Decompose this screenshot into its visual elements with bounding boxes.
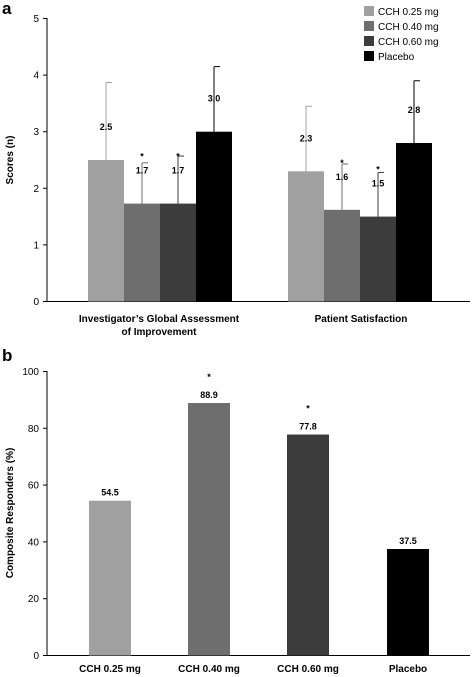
panel-a-bars: 2.5 1.7 * 1.7 * 3.0 2.3 1.6 * 1.5 * 2.8	[88, 66, 432, 302]
panel-b-bar	[89, 500, 131, 656]
panel-a-significance-marker: *	[376, 165, 380, 175]
panel-b-category-label: Placebo	[389, 664, 427, 675]
panel-a-y-tick-label: 4	[33, 71, 39, 82]
panel-b-data-label: 54.5	[101, 488, 119, 498]
legend-label: CCH 0.25 mg	[378, 7, 439, 18]
panel-a-y-tick-label: 5	[33, 14, 39, 25]
panel-b-bars: 54.5 CCH 0.25 mg 88.9 * CCH 0.40 mg 77.8 * CCH …	[79, 372, 429, 675]
legend-swatch	[364, 51, 374, 61]
panel-a-significance-marker: *	[140, 152, 144, 162]
panel-a-category-1-line-2: of Improvement	[121, 327, 197, 338]
panel-a-bar	[88, 160, 124, 302]
panel-b-y-tick-label: 20	[28, 594, 40, 605]
panel-b: b Composite Responders (%) 020406080100 …	[2, 346, 470, 675]
panel-a-significance-marker: *	[340, 158, 344, 168]
legend-swatch	[364, 21, 374, 31]
panel-b-significance-marker: *	[207, 372, 211, 382]
panel-b-data-label: 88.9	[200, 390, 218, 400]
panel-b-data-label: 37.5	[399, 536, 417, 546]
panel-a-data-label: 2.3	[300, 133, 313, 143]
panel-a-data-label: 2.5	[100, 122, 113, 132]
panel-a-category-2: Patient Satisfaction	[315, 314, 408, 325]
panel-b-bar	[287, 434, 329, 656]
panel-a-category-1-line-1: Investigator’s Global Assessment	[79, 314, 240, 325]
panel-a-bar	[360, 216, 396, 302]
panel-a-bar	[124, 203, 160, 302]
panel-b-bar	[387, 549, 429, 656]
panel-b-y-tick-label: 60	[28, 481, 40, 492]
panel-b-category-label: CCH 0.60 mg	[277, 664, 339, 675]
panel-a-data-label: 3.0	[208, 94, 221, 104]
panel-b-category-label: CCH 0.25 mg	[79, 664, 141, 675]
panel-b-category-label: CCH 0.40 mg	[178, 664, 240, 675]
panel-b-letter: b	[2, 346, 12, 365]
panel-a-data-label: 2.8	[408, 105, 421, 115]
legend-swatch	[364, 6, 374, 16]
panel-b-y-axis-label: Composite Responders (%)	[5, 448, 16, 579]
panel-b-y-ticks: 0 20 40 60 80 100	[22, 367, 47, 662]
panel-a-bar	[396, 143, 432, 302]
panel-a-y-ticks: 0 1 2 3 4 5	[33, 14, 47, 308]
panel-a-data-label: 1.7	[136, 166, 149, 176]
legend-label: CCH 0.60 mg	[378, 37, 439, 48]
panel-a-legend: CCH 0.25 mg CCH 0.40 mg CCH 0.60 mg Placebo	[364, 6, 439, 63]
panel-b-bar	[188, 403, 230, 656]
panel-a: a Scores (n) 0 1 2 3 4 5 2.5 1.7 * 1.7 * 3.0 2.3 1.6…	[2, 0, 470, 338]
panel-a-bar	[324, 209, 360, 302]
panel-a-significance-marker: *	[176, 152, 180, 162]
panel-b-y-tick-label: 100	[22, 367, 39, 378]
panel-b-y-tick-label: 80	[28, 424, 40, 435]
panel-a-letter: a	[2, 0, 12, 18]
panel-a-data-label: 1.6	[336, 172, 349, 182]
panel-a-y-tick-label: 1	[33, 240, 39, 251]
panel-b-significance-marker: *	[306, 404, 310, 414]
panel-a-y-tick-label: 0	[33, 297, 39, 308]
panel-b-y-tick-label: 40	[28, 537, 40, 548]
panel-a-y-tick-label: 3	[33, 127, 39, 138]
panel-a-data-label: 1.5	[372, 179, 385, 189]
panel-a-y-axis-label: Scores (n)	[5, 136, 16, 185]
legend-label: CCH 0.40 mg	[378, 22, 439, 33]
panel-a-bar	[196, 131, 232, 302]
panel-a-data-label: 1.7	[172, 166, 185, 176]
panel-a-bar	[160, 203, 196, 302]
panel-a-y-tick-label: 2	[33, 184, 39, 195]
panel-b-y-tick-label: 0	[33, 651, 39, 662]
panel-a-bar	[288, 171, 324, 302]
panel-b-data-label: 77.8	[299, 422, 317, 432]
legend-label: Placebo	[378, 52, 415, 63]
legend-swatch	[364, 36, 374, 46]
